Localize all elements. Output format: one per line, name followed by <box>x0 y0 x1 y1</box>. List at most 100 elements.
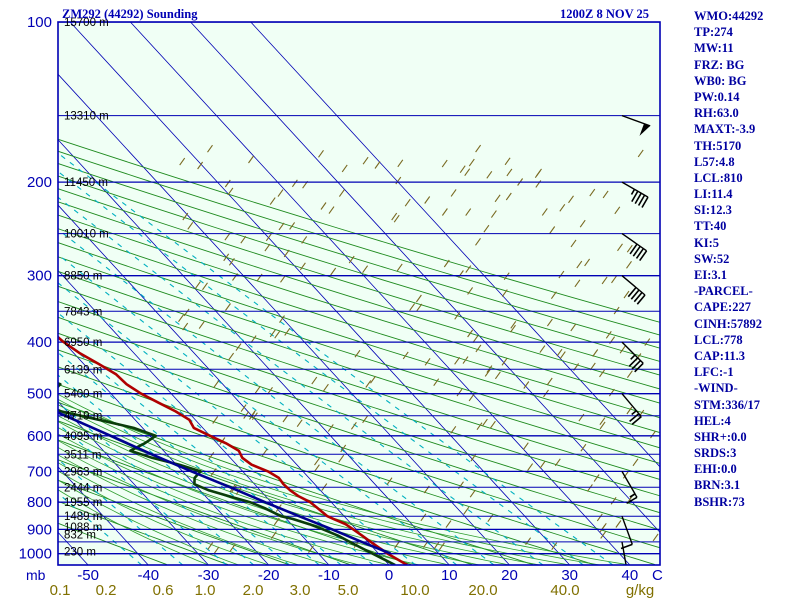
info-line: LCL:810 <box>694 170 743 185</box>
skewt-chart[interactable]: 15700 m 13310 m 11450 m 10010 m 8850 m 7843 m… <box>0 0 690 600</box>
wind-hash-mark <box>229 543 236 552</box>
wind-hash-mark <box>283 249 290 258</box>
wind-hash-mark <box>632 458 639 467</box>
wind-hash-mark <box>328 206 335 214</box>
dry-adiabat <box>58 188 660 376</box>
wind-hash-mark <box>599 524 606 533</box>
wind-hash-mark <box>314 457 320 466</box>
wind-hash-mark <box>224 179 231 188</box>
wind-hash-mark <box>576 260 583 269</box>
wind-hash-mark <box>280 274 286 283</box>
wind-hash-mark <box>354 349 361 358</box>
wind-hash-mark <box>637 149 644 158</box>
wind-hash-mark <box>510 320 517 329</box>
wind-hash-mark <box>527 463 534 471</box>
mixing-ratio-tick-label: 40.0 <box>550 582 579 599</box>
height-label: 832 m <box>64 530 96 542</box>
wind-hash-mark <box>197 161 204 170</box>
wind-hash-mark <box>284 328 291 336</box>
wind-hash-mark <box>270 531 277 539</box>
wind-hash-mark <box>626 406 633 415</box>
plot-content <box>58 22 660 565</box>
wind-hash-mark <box>223 253 230 262</box>
wind-hash-mark <box>391 212 398 221</box>
wind-hash-mark <box>541 208 548 216</box>
isotherm <box>250 22 660 468</box>
wind-hash-mark <box>240 404 247 412</box>
dry-adiabat <box>58 349 660 549</box>
wind-hash-mark <box>207 542 214 550</box>
skewt-svg[interactable]: 15700 m 13310 m 11450 m 10010 m 8850 m 7843 m… <box>0 0 690 600</box>
dry-adiabat <box>58 316 660 514</box>
info-line: SRDS:3 <box>694 446 737 461</box>
dry-adiabat <box>58 242 660 434</box>
moist-adiabat <box>58 404 570 565</box>
wind-barb <box>621 114 651 136</box>
wind-hash-mark <box>322 383 329 392</box>
wind-hash-mark <box>615 520 622 528</box>
wind-hash-mark <box>608 388 615 397</box>
temperature-tick-label: 20 <box>501 567 518 584</box>
wind-hash-mark <box>467 329 474 338</box>
wind-barb <box>621 541 627 565</box>
height-label: 230 m <box>64 546 96 558</box>
wind-hash-mark <box>454 356 461 365</box>
height-label: 4719 m <box>64 411 102 423</box>
wind-hash-mark <box>586 484 593 492</box>
wind-hash-mark <box>235 343 242 351</box>
wind-hash-mark <box>362 265 369 274</box>
trace-dewpoint <box>58 381 396 565</box>
dry-adiabat <box>58 175 660 362</box>
temperature-tick-label: -30 <box>198 567 220 584</box>
wind-hash-mark <box>269 329 276 338</box>
wind-hash-mark <box>269 197 276 205</box>
dry-adiabat <box>58 270 660 464</box>
info-line: BRN:3.1 <box>694 478 741 493</box>
wind-hash-mark <box>273 517 280 526</box>
wind-hash-mark <box>289 222 296 230</box>
wind-hash-mark <box>404 198 411 207</box>
wind-hash-mark <box>483 224 490 233</box>
wind-hash-mark <box>311 376 318 385</box>
moist-adiabat <box>58 433 420 565</box>
wind-hash-mark <box>450 189 457 197</box>
dry-adiabat <box>58 383 595 565</box>
wind-hash-mark <box>320 202 327 210</box>
wind-hash-mark <box>550 291 557 300</box>
wind-hash-mark <box>501 289 508 297</box>
temperature-tick-label: -10 <box>318 567 340 584</box>
moist-adiabat <box>58 489 209 565</box>
moist-adiabat <box>58 446 360 565</box>
wind-hash-mark <box>539 345 546 353</box>
wind-hash-mark <box>362 156 369 165</box>
isotherm <box>58 335 269 565</box>
wind-hash-mark <box>596 513 603 522</box>
moist-adiabat <box>58 427 450 565</box>
isotherm <box>58 400 209 565</box>
mixing-ratio-tick-label: 3.0 <box>290 582 311 599</box>
wind-hash-mark <box>250 335 257 343</box>
wind-hash-mark <box>623 290 630 299</box>
wind-hash-mark <box>402 351 409 360</box>
wind-hash-mark <box>278 222 285 231</box>
wind-hash-mark <box>396 263 403 272</box>
info-line: TH:5170 <box>694 138 742 153</box>
temperature-tick-label: -50 <box>77 567 99 584</box>
temperature-tick-label: 40 <box>622 567 639 584</box>
height-label: 7843 m <box>64 306 102 318</box>
pressure-axis-label: mb <box>26 567 46 583</box>
wind-hash-mark <box>279 315 285 323</box>
wind-hash-mark <box>296 419 303 428</box>
height-label: 1489 m <box>64 511 102 523</box>
wind-hash-mark <box>617 243 623 252</box>
wind-hash-mark <box>441 159 448 168</box>
wind-hash-mark <box>559 203 566 212</box>
wind-hash-mark <box>570 239 577 248</box>
pressure-tick-label: 700 <box>27 463 52 480</box>
temperature-tick-label: 0 <box>385 567 393 584</box>
info-line: RH:63.0 <box>694 106 739 121</box>
moist-adiabat <box>58 398 600 565</box>
wind-hash-mark <box>415 294 422 303</box>
plot-background <box>58 22 660 565</box>
isotherm <box>69 22 570 565</box>
